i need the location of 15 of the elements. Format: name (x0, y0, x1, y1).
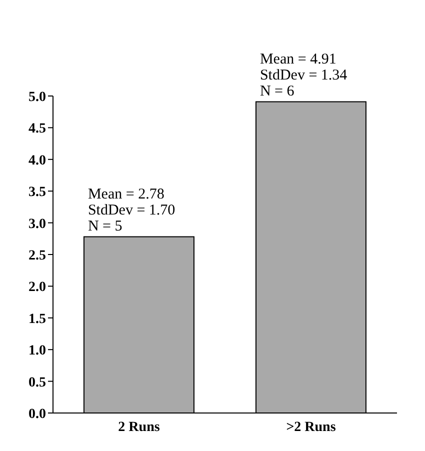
x-tick-label: >2 Runs (286, 420, 336, 435)
y-tick-label: 2.5 (28, 248, 46, 264)
y-tick-label: 5.0 (28, 90, 46, 105)
y-tick-label: 4.5 (28, 122, 46, 137)
annotation: Mean = 2.78 StdDev = 1.70 N = 5 (88, 186, 176, 235)
y-tick-label: 4.0 (28, 153, 46, 168)
y-tick-label: 1.5 (28, 312, 46, 327)
x-tick-label: 2 Runs (118, 420, 160, 435)
y-tick-label: 0.5 (28, 375, 46, 390)
annotation: Mean = 4.91 StdDev = 1.34 N = 6 (260, 52, 348, 100)
y-tick-label: 1.0 (28, 344, 46, 359)
y-tick-label: 2.0 (28, 280, 46, 296)
y-tick-label: 3.5 (28, 185, 46, 200)
y-tick-label: 0.0 (28, 406, 46, 422)
y-tick-label: 3.0 (28, 216, 46, 232)
